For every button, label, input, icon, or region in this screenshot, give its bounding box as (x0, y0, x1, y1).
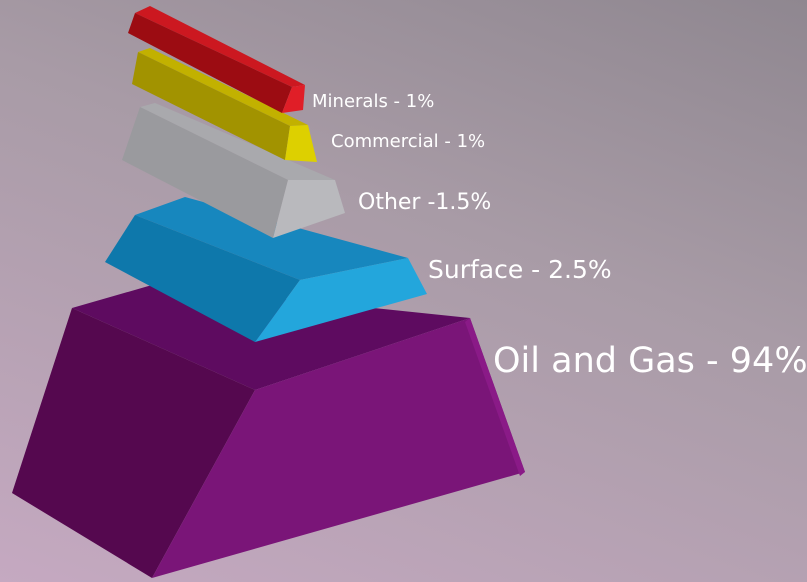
slice-other (122, 103, 345, 238)
slice-commercial (132, 48, 317, 162)
label-other: Other -1.5% (358, 190, 491, 215)
label-surface: Surface - 2.5% (428, 255, 612, 284)
label-commercial: Commercial - 1% (331, 131, 485, 152)
label-oil-and-gas: Oil and Gas - 94% (493, 341, 807, 381)
slice-minerals (128, 6, 305, 113)
slice-surface (105, 197, 427, 342)
label-minerals: Minerals - 1% (312, 91, 434, 112)
